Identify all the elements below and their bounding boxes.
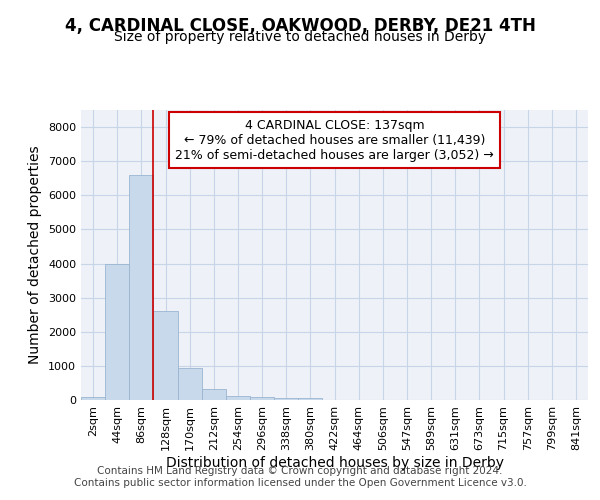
Text: Contains HM Land Registry data © Crown copyright and database right 2024.
Contai: Contains HM Land Registry data © Crown c… bbox=[74, 466, 526, 487]
Bar bbox=[226, 396, 250, 400]
Text: Size of property relative to detached houses in Derby: Size of property relative to detached ho… bbox=[114, 30, 486, 44]
Bar bbox=[105, 264, 129, 400]
Bar bbox=[81, 398, 105, 400]
Bar bbox=[178, 368, 202, 400]
Text: 4 CARDINAL CLOSE: 137sqm
← 79% of detached houses are smaller (11,439)
21% of se: 4 CARDINAL CLOSE: 137sqm ← 79% of detach… bbox=[175, 118, 494, 162]
Bar bbox=[202, 389, 226, 400]
Text: 4, CARDINAL CLOSE, OAKWOOD, DERBY, DE21 4TH: 4, CARDINAL CLOSE, OAKWOOD, DERBY, DE21 … bbox=[65, 18, 535, 36]
Y-axis label: Number of detached properties: Number of detached properties bbox=[28, 146, 43, 364]
Bar bbox=[129, 175, 154, 400]
Bar bbox=[250, 398, 274, 400]
X-axis label: Distribution of detached houses by size in Derby: Distribution of detached houses by size … bbox=[166, 456, 503, 469]
Bar bbox=[298, 398, 322, 400]
Bar bbox=[274, 398, 298, 400]
Bar bbox=[154, 312, 178, 400]
